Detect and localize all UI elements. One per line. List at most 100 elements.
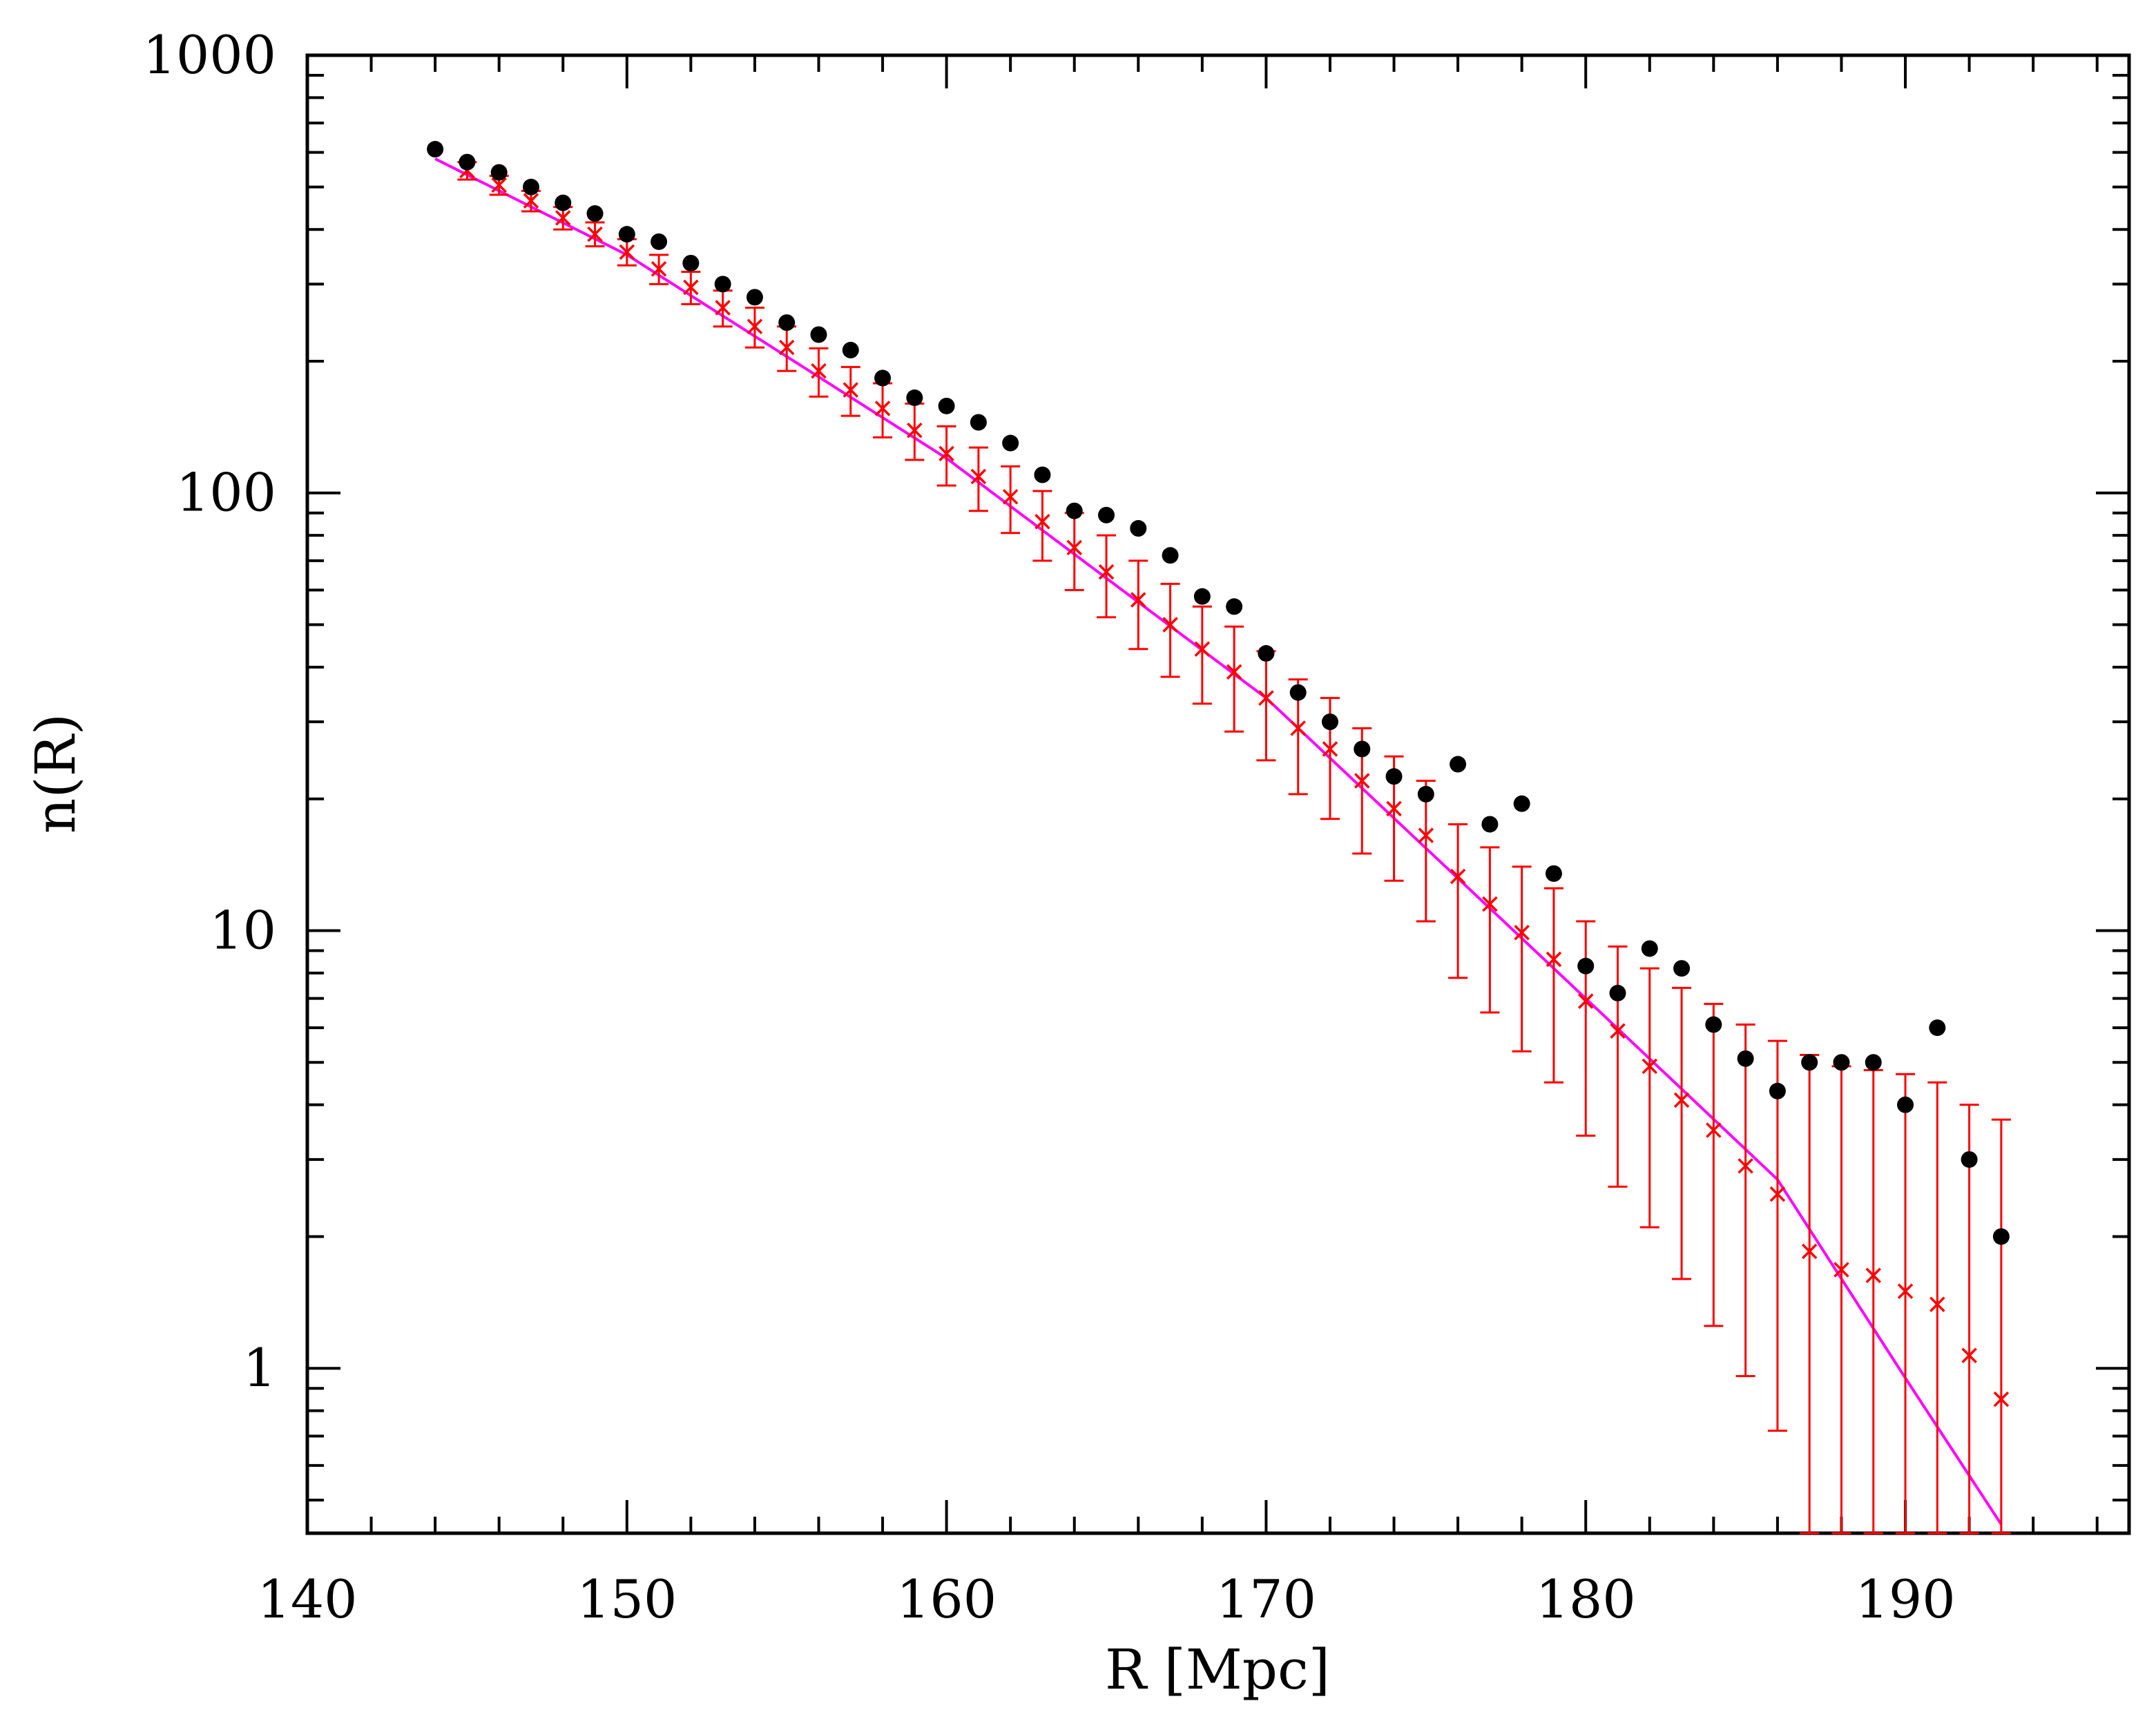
fit-line-group [434,157,2003,1526]
dot-point [1002,434,1019,452]
dot-point [1737,1050,1754,1067]
dot-point [1066,502,1083,519]
x-axis-label: R [Mpc] [1105,1638,1330,1702]
dot-point [1833,1054,1850,1071]
dot-point [1641,940,1658,957]
y-tick-label: 1000 [143,24,276,86]
cross-point [907,422,923,439]
dot-point [1193,588,1211,605]
cross-point [1098,564,1115,580]
x-tick-label: 160 [896,1568,997,1630]
cross-point [843,382,859,398]
cross-point [1769,1186,1786,1202]
dot-point [1258,645,1275,662]
cross-point [1897,1283,1914,1299]
cross-point [1258,690,1274,706]
cross-point [1066,539,1082,556]
dot-point [1098,506,1115,524]
x-tick-label: 140 [257,1568,357,1630]
dot-point [810,326,827,343]
y-tick-label: 10 [209,899,276,961]
fit-line [434,157,2003,1526]
dot-point [1385,768,1403,785]
dot-point [618,226,635,243]
cross-point [1130,592,1146,608]
dot-point [586,205,604,222]
cross-point [1386,800,1402,817]
dot-point [1865,1054,1882,1071]
dot-point [1705,1016,1722,1033]
x-tick-label: 170 [1216,1568,1316,1630]
dot-point [1481,816,1499,833]
x-tick-label: 190 [1856,1568,1956,1630]
dot-point [1673,960,1691,977]
y-tick-label: 100 [176,462,276,524]
dot-point [1034,466,1051,483]
x-tick-label: 180 [1536,1568,1636,1630]
dot-point [1450,756,1467,773]
tick-labels: 140 150 160 170 180 190 1 10 100 1000 [143,24,1956,1630]
axes [305,53,2131,1535]
cross-point [1993,1391,2010,1408]
dot-point [714,276,731,293]
cross-point [1801,1243,1818,1260]
cross-point [747,318,763,335]
cross-point [1002,489,1019,505]
dot-point [938,397,955,414]
cross-point [491,177,507,193]
dot-point [427,141,444,158]
cross-point [1738,1158,1753,1174]
cross-point [811,363,827,379]
dot-point [490,164,508,181]
dot-point [555,194,572,211]
cross-point [1450,868,1466,885]
cross-point [1162,617,1178,633]
cross-point [1642,1058,1658,1075]
cross-point [555,210,571,226]
dot-point [874,369,892,387]
y-axis-label: n(R) [23,713,88,834]
dot-point [1577,957,1595,974]
cross-point [651,261,667,277]
dot-point [842,341,859,358]
dot-point [651,233,668,250]
cross-point [1961,1347,1977,1363]
cross-point [683,279,699,296]
dot-point [1992,1228,2010,1245]
cross-point [1673,1092,1690,1108]
cross-point [1354,773,1370,789]
cross-point [523,193,539,209]
cross-point [1706,1122,1722,1138]
cross-point [1034,514,1050,530]
dot-point [1769,1082,1786,1099]
cross-point [939,445,954,462]
dot-point [970,414,987,431]
dot-point [1321,713,1338,731]
dot-point [1545,865,1562,882]
cross-point [1929,1296,1945,1312]
dot-point [746,289,763,306]
cross-point [619,244,635,260]
black-dot-series [427,141,2010,1245]
dot-point [1929,1019,1946,1037]
dot-point [778,314,796,332]
cross-point [1418,827,1434,843]
cross-point [778,339,795,356]
cross-point [715,300,731,316]
dot-point [459,153,476,171]
cross-point [1514,925,1530,941]
cross-point [1194,641,1211,657]
dot-point [1897,1096,1914,1113]
cross-point [1577,993,1594,1009]
cross-point [1833,1262,1849,1278]
dot-point [1130,520,1147,537]
dot-point [1354,740,1371,758]
dot-point [1289,684,1307,701]
dot-point [1417,785,1434,803]
dot-point [1609,984,1626,1001]
x-tick-label: 150 [577,1568,677,1630]
dot-point [1801,1054,1818,1071]
cross-point [874,401,891,416]
cross-point [587,226,603,242]
cross-point [1610,1023,1626,1039]
